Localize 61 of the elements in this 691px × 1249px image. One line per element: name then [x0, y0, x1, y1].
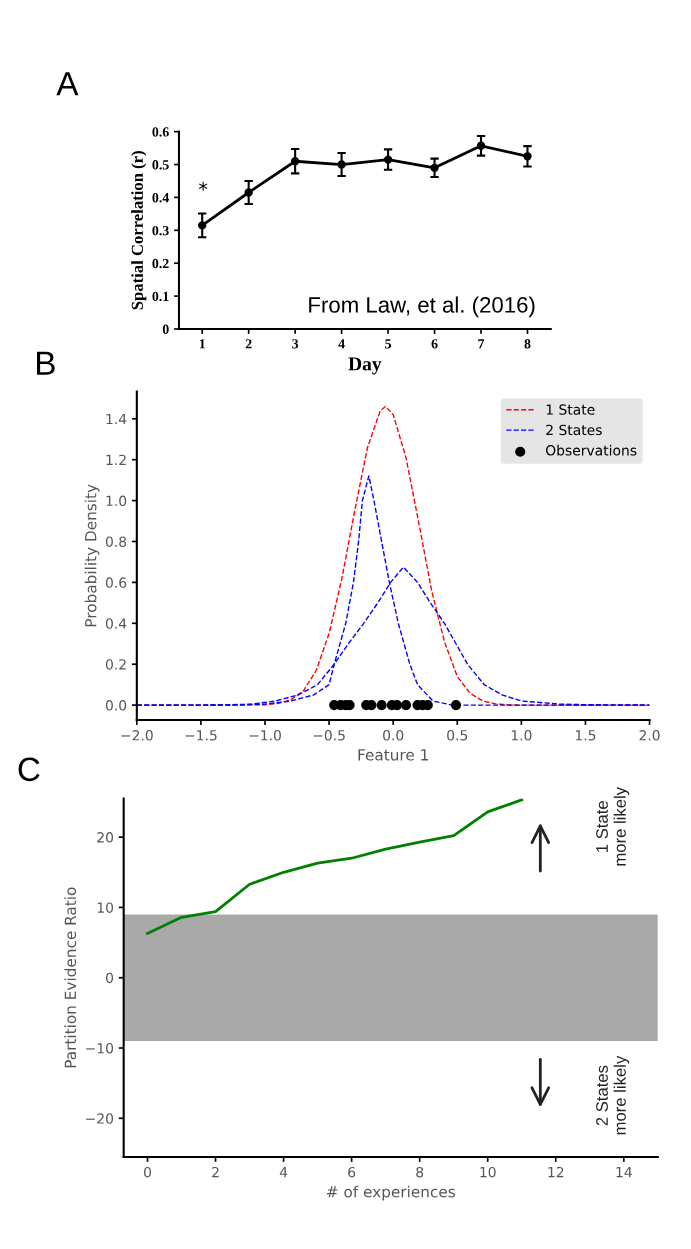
- x-tick-label: 0.5: [447, 730, 468, 741]
- x-tick-label: 4: [279, 1167, 288, 1178]
- x-tick-label: 0: [144, 1166, 151, 1178]
- y-tick-label: 0.6: [105, 577, 127, 588]
- legend-label: 1 State: [546, 404, 595, 415]
- annotation: *: [198, 181, 208, 191]
- y-axis-title: Probability Density: [84, 484, 100, 627]
- chart-title: C: [18, 757, 40, 782]
- x-tick-label: 1: [199, 339, 205, 349]
- y-tick-label: 0.5: [152, 160, 169, 170]
- x-tick-label: 8: [416, 1166, 424, 1178]
- x-axis-title: Day: [348, 357, 382, 375]
- y-tick-label: 0.0: [105, 700, 127, 711]
- y-tick-label: 0.6: [152, 127, 169, 137]
- x-tick-label: 6: [431, 339, 438, 349]
- x-tick-label: 8: [524, 339, 531, 349]
- x-tick-label: 10: [480, 1166, 496, 1178]
- y-tick-label: 0.4: [152, 193, 169, 203]
- x-axis-title: Feature 1: [358, 749, 428, 761]
- x-tick-label: 14: [616, 1167, 632, 1178]
- x-tick-label: 0.0: [383, 730, 404, 741]
- y-tick-label: 0: [162, 324, 169, 334]
- y-axis-title: Spatial Correlation (r): [131, 151, 147, 310]
- chart-title: B: [37, 351, 55, 375]
- y-tick-label: 1.2: [106, 454, 126, 465]
- legend-label: 2 States: [546, 424, 602, 436]
- x-tick-label: 6: [348, 1166, 356, 1178]
- x-axis-title: # of experiences: [327, 1185, 455, 1201]
- annotation: From Law, et al. (2016): [309, 296, 535, 318]
- x-tick-label: 4: [338, 339, 345, 349]
- x-tick-label: 2.0: [639, 730, 660, 741]
- y-tick-label: 0.3: [152, 225, 169, 236]
- x-tick-label: 5: [385, 339, 392, 349]
- x-tick-label: 1.0: [511, 730, 532, 741]
- x-tick-label: 2: [245, 339, 252, 349]
- x-tick-label: 3: [292, 339, 299, 349]
- annotation: 2 States more likely: [596, 1055, 630, 1135]
- x-tick-label: 12: [548, 1166, 564, 1178]
- legend-label: Observations: [546, 444, 637, 456]
- y-tick-label: −20: [86, 1113, 114, 1124]
- y-tick-label: 20: [97, 832, 114, 843]
- y-tick-label: 0.2: [105, 659, 126, 670]
- y-tick-label: 0: [106, 972, 114, 984]
- y-tick-label: −10: [86, 1042, 114, 1054]
- x-tick-label: −1.0: [249, 730, 281, 741]
- y-tick-label: 0.8: [105, 536, 127, 547]
- x-tick-label: −0.5: [313, 730, 345, 741]
- y-axis-title: Partition Evidence Ratio: [64, 887, 77, 1068]
- x-tick-label: 7: [478, 339, 485, 349]
- y-tick-label: 1.0: [106, 495, 127, 507]
- x-tick-label: −2.0: [121, 730, 153, 741]
- annotation: 1 State more likely: [596, 786, 630, 866]
- x-tick-label: 2: [212, 1166, 219, 1178]
- chart-title: A: [56, 72, 79, 96]
- y-tick-label: 0.4: [105, 618, 127, 629]
- y-tick-label: 0.2: [152, 258, 169, 269]
- y-tick-label: 10: [97, 902, 114, 913]
- y-tick-label: 1.4: [106, 413, 127, 425]
- y-tick-label: 0.1: [152, 291, 169, 302]
- x-tick-label: −1.5: [185, 730, 217, 741]
- x-tick-label: 1.5: [575, 730, 596, 741]
